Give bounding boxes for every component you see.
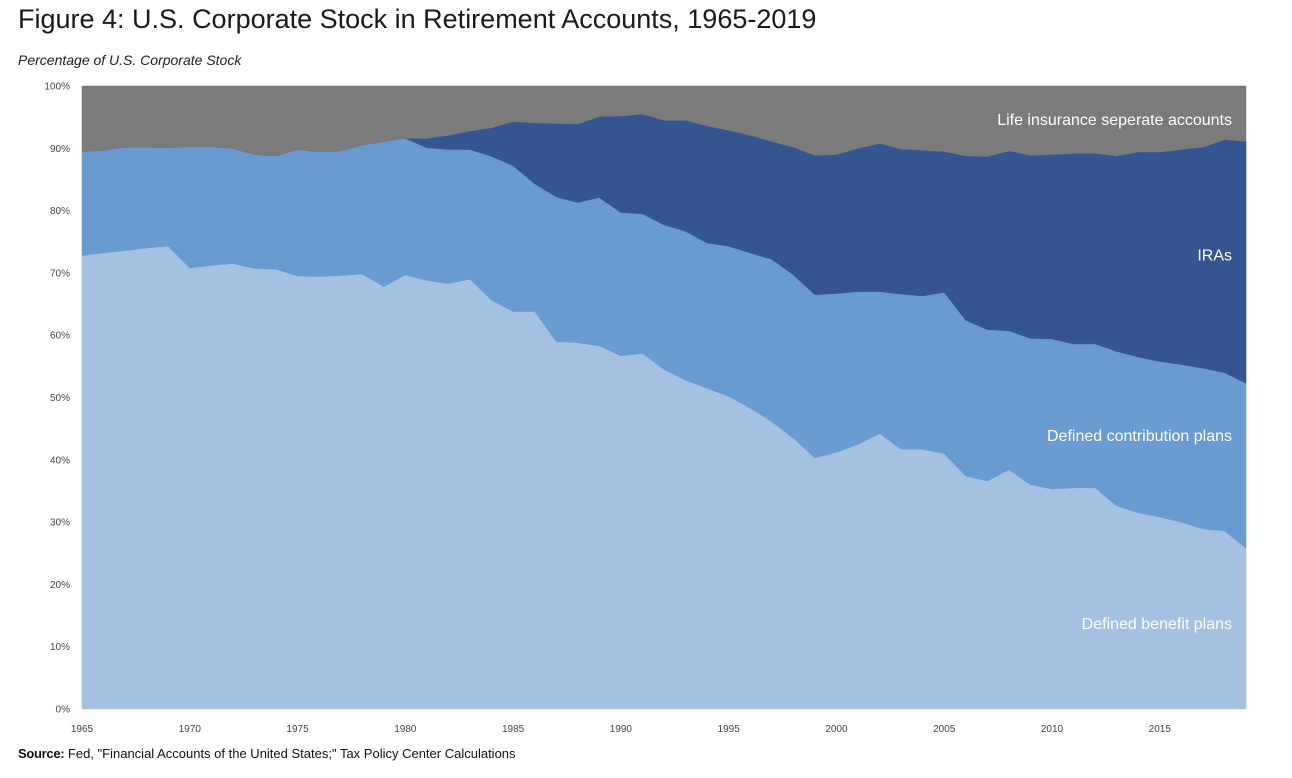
source-label: Source: xyxy=(18,746,65,761)
y-axis-ticks: 0% 10% 20% 30% 40% 50% 60% 70% 80% 90% 100% xyxy=(44,82,70,716)
x-axis-ticks: 1965 1970 1975 1980 1985 1990 1995 2000 2005 2010… xyxy=(71,724,1171,735)
series-labels: Defined benefit plans Defined contributio… xyxy=(997,112,1232,633)
x-tick-label: 1995 xyxy=(718,724,741,735)
x-tick-label: 2010 xyxy=(1041,724,1064,735)
y-tick-label: 0% xyxy=(56,705,71,716)
x-tick-label: 1980 xyxy=(394,724,417,735)
x-tick-label: 1970 xyxy=(179,724,202,735)
y-tick-label: 40% xyxy=(50,455,70,466)
y-tick-label: 90% xyxy=(50,144,70,155)
y-tick-label: 80% xyxy=(50,206,70,217)
area-layers xyxy=(81,85,1247,710)
source-text: Fed, "Financial Accounts of the United S… xyxy=(64,746,516,761)
x-tick-label: 1965 xyxy=(71,724,94,735)
y-tick-label: 10% xyxy=(50,642,70,653)
label-iras: IRAs xyxy=(1197,248,1232,265)
y-tick-label: 60% xyxy=(50,331,70,342)
y-tick-label: 100% xyxy=(44,82,70,93)
chart-title: Figure 4: U.S. Corporate Stock in Retire… xyxy=(18,4,817,34)
y-tick-label: 30% xyxy=(50,518,70,529)
x-tick-label: 1985 xyxy=(502,724,525,735)
x-tick-label: 1975 xyxy=(286,724,309,735)
x-tick-label: 2015 xyxy=(1149,724,1172,735)
y-tick-label: 70% xyxy=(50,268,70,279)
chart-subtitle: Percentage of U.S. Corporate Stock xyxy=(18,52,242,68)
x-tick-label: 2000 xyxy=(825,724,848,735)
y-tick-label: 50% xyxy=(50,393,70,404)
label-life-insurance-seperate-accounts: Life insurance seperate accounts xyxy=(997,112,1232,129)
area-life-insurance-seperate-accounts xyxy=(81,85,1247,157)
label-defined-contribution-plans: Defined contribution plans xyxy=(1047,428,1232,445)
x-tick-label: 2005 xyxy=(933,724,956,735)
x-tick-label: 1990 xyxy=(610,724,633,735)
label-defined-benefit-plans: Defined benefit plans xyxy=(1082,616,1232,633)
stacked-area-chart: 0%10%20%30%40%50%60%70%80%90%100% 1965 19… xyxy=(44,82,1247,735)
y-tick-label: 20% xyxy=(50,580,70,591)
source-note: Source: Fed, "Financial Accounts of the … xyxy=(18,746,516,761)
